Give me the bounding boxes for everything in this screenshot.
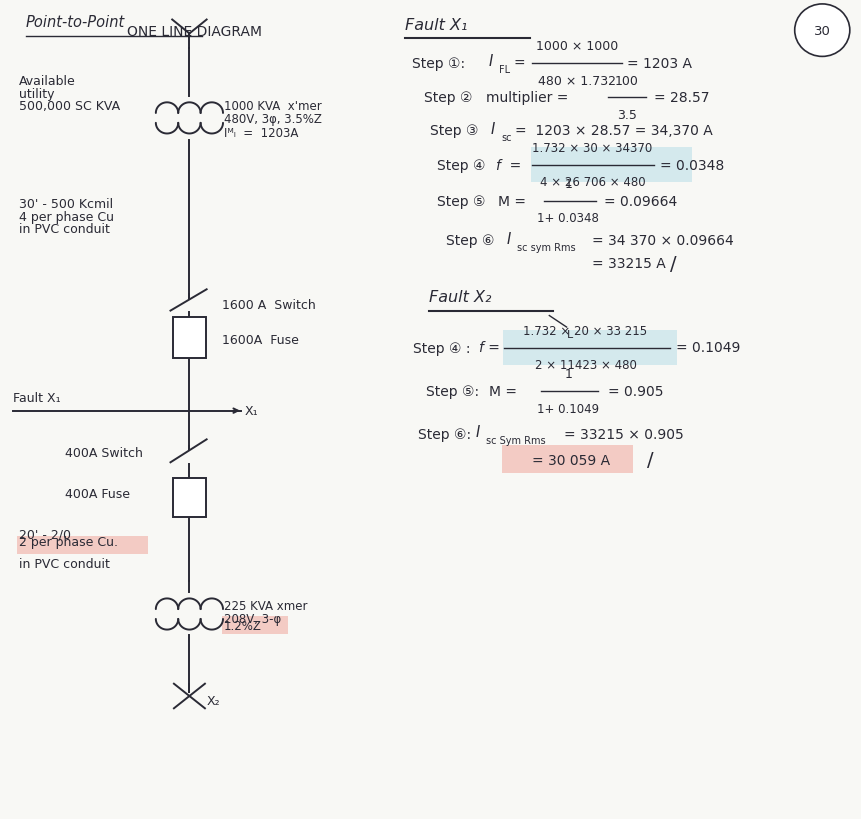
Text: f  =: f =	[496, 158, 521, 173]
Text: 400A Fuse: 400A Fuse	[65, 487, 129, 500]
Text: sc Sym Rms: sc Sym Rms	[486, 436, 545, 446]
Text: in PVC conduit: in PVC conduit	[19, 223, 110, 236]
Text: I: I	[489, 54, 493, 69]
Text: f =: f =	[479, 341, 499, 355]
Text: ONE LINE DIAGRAM: ONE LINE DIAGRAM	[127, 25, 263, 39]
Text: M =: M =	[489, 384, 517, 399]
Text: Fault X₁: Fault X₁	[13, 391, 60, 405]
Text: Available: Available	[19, 75, 76, 88]
FancyBboxPatch shape	[502, 446, 633, 473]
FancyBboxPatch shape	[531, 148, 692, 183]
Text: Step ②: Step ②	[424, 91, 472, 106]
FancyBboxPatch shape	[503, 331, 677, 365]
Text: Iᴹₗ  =  1203A: Iᴹₗ = 1203A	[224, 127, 298, 140]
Text: Point-to-Point: Point-to-Point	[26, 15, 125, 29]
Text: 20' - 2/0: 20' - 2/0	[19, 528, 71, 541]
Text: 1000 × 1000: 1000 × 1000	[536, 40, 618, 53]
Text: utility: utility	[19, 88, 54, 101]
Text: 3.5: 3.5	[616, 109, 637, 122]
FancyBboxPatch shape	[222, 617, 288, 634]
Text: 1600A  Fuse: 1600A Fuse	[222, 333, 299, 346]
Bar	[173, 478, 206, 518]
Text: Step ⑤:: Step ⑤:	[426, 384, 480, 399]
Text: M =: M =	[498, 194, 526, 209]
Text: 400A Switch: 400A Switch	[65, 446, 142, 459]
FancyBboxPatch shape	[17, 536, 148, 554]
Text: = 33215 × 0.905: = 33215 × 0.905	[564, 427, 684, 441]
Text: = 1203 A: = 1203 A	[627, 57, 691, 71]
Text: = 30 059 A: = 30 059 A	[532, 453, 610, 468]
Text: 225 KVA xmer: 225 KVA xmer	[224, 600, 307, 613]
Text: /: /	[647, 450, 654, 470]
Text: I: I	[491, 122, 495, 137]
Text: = 0.1049: = 0.1049	[676, 341, 740, 355]
Text: = 33215 A: = 33215 A	[592, 256, 666, 271]
Text: 30' - 500 Kcmil: 30' - 500 Kcmil	[19, 198, 113, 211]
Text: = 34 370 × 0.09664: = 34 370 × 0.09664	[592, 233, 734, 248]
Text: 1: 1	[564, 368, 573, 381]
Text: 1+ 0.1049: 1+ 0.1049	[537, 402, 599, 415]
Text: Step ⑤: Step ⑤	[437, 194, 486, 209]
Text: FL: FL	[499, 65, 511, 75]
Text: L: L	[567, 329, 573, 339]
Text: 1: 1	[564, 178, 573, 191]
Text: 1.732 × 20 × 33 215: 1.732 × 20 × 33 215	[523, 324, 647, 337]
Text: 4 per phase Cu: 4 per phase Cu	[19, 210, 114, 224]
Text: 480 × 1.732: 480 × 1.732	[538, 75, 616, 88]
Text: Step ⑥: Step ⑥	[446, 233, 494, 248]
Text: Step ⑥:: Step ⑥:	[418, 427, 471, 441]
Text: 1.732 × 30 × 34370: 1.732 × 30 × 34370	[532, 142, 653, 155]
Text: multiplier =: multiplier =	[486, 91, 569, 106]
Text: 208V, 3-φ: 208V, 3-φ	[224, 613, 281, 626]
Text: 30: 30	[814, 25, 831, 38]
Text: 2 × 11423 × 480: 2 × 11423 × 480	[535, 359, 636, 372]
Text: sc sym Rms: sc sym Rms	[517, 242, 575, 252]
Text: 1000 KVA  x'mer: 1000 KVA x'mer	[224, 100, 322, 113]
Text: = 28.57: = 28.57	[654, 91, 709, 106]
Text: 4 × 26 706 × 480: 4 × 26 706 × 480	[540, 176, 645, 189]
Text: I: I	[475, 425, 480, 440]
Text: Step ③: Step ③	[430, 124, 479, 138]
Text: Step ④: Step ④	[437, 158, 486, 173]
Text: Fault X₁: Fault X₁	[405, 18, 467, 33]
Text: sc: sc	[501, 133, 511, 143]
Text: 100: 100	[615, 75, 639, 88]
Text: 480V, 3φ, 3.5%Z: 480V, 3φ, 3.5%Z	[224, 113, 322, 126]
Text: 2 per phase Cu.: 2 per phase Cu.	[19, 536, 118, 549]
Text: =  1203 × 28.57 = 34,370 A: = 1203 × 28.57 = 34,370 A	[515, 124, 713, 138]
Text: Fault X₂: Fault X₂	[429, 290, 491, 305]
Text: 1.2%Z: 1.2%Z	[224, 619, 262, 632]
Text: Step ④ :: Step ④ :	[413, 341, 471, 355]
Text: 1600 A  Switch: 1600 A Switch	[222, 298, 316, 311]
Text: = 0.0348: = 0.0348	[660, 158, 724, 173]
Text: X₁: X₁	[245, 405, 258, 418]
Text: 500,000 SC KVA: 500,000 SC KVA	[19, 100, 120, 113]
Circle shape	[795, 5, 850, 57]
Text: X₂: X₂	[207, 694, 220, 707]
Text: = 0.09664: = 0.09664	[604, 194, 678, 209]
Text: = 0.905: = 0.905	[608, 384, 663, 399]
Text: I: I	[506, 232, 511, 247]
Bar	[173, 318, 206, 359]
Text: in PVC conduit: in PVC conduit	[19, 557, 110, 570]
Text: =: =	[513, 57, 525, 71]
Text: /: /	[670, 254, 677, 274]
Text: 1+ 0.0348: 1+ 0.0348	[537, 212, 599, 225]
Text: Step ①:: Step ①:	[412, 57, 465, 71]
